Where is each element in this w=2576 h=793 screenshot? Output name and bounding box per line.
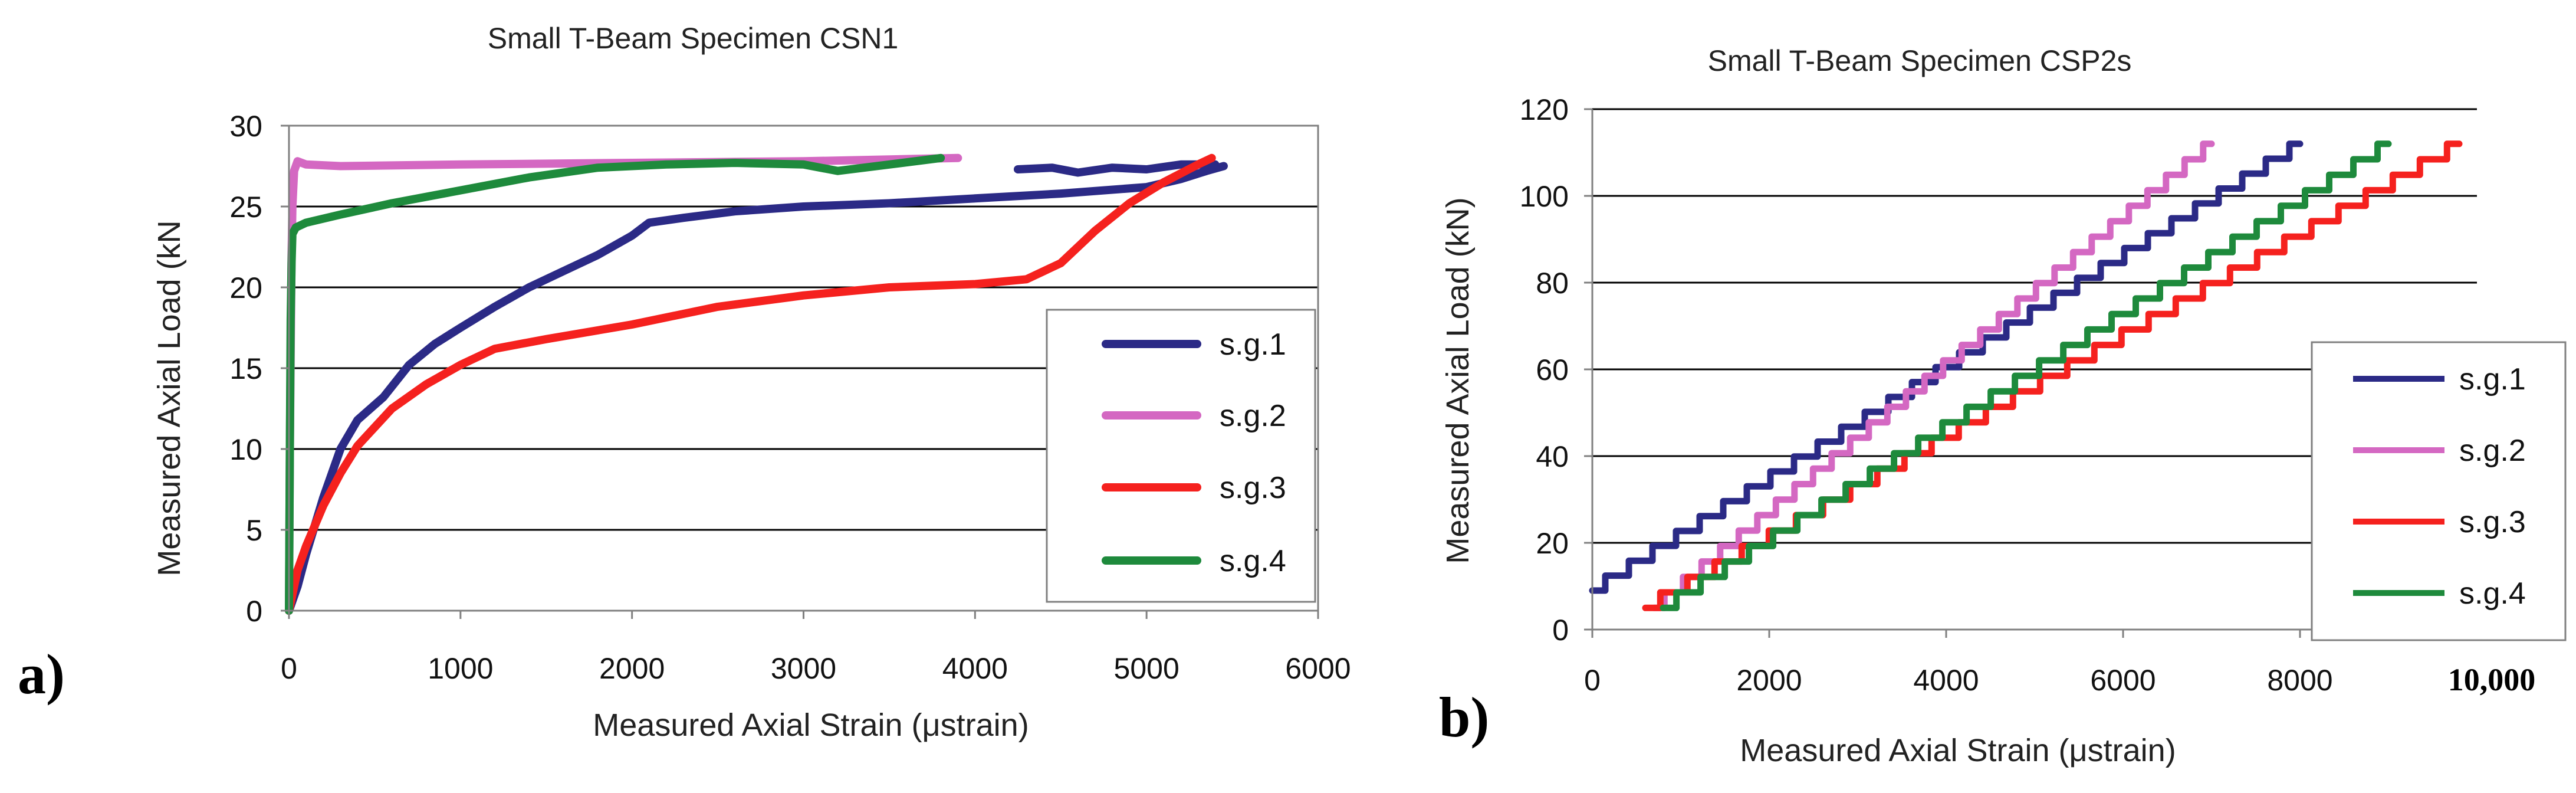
panel-a-y-tick-label: 25: [229, 191, 262, 224]
panel-b-series: [1589, 140, 2463, 611]
panel-a-x-tick-label: 1000: [428, 652, 493, 685]
panel-a-y-axis-label: Measured Axial Load (kN: [152, 220, 187, 576]
panel-a-y-tick-label: 10: [229, 433, 262, 466]
panel-a-x-tick-label: 4000: [942, 652, 1008, 685]
panel-a-x-axis-label: Measured Axial Strain (μstrain): [593, 707, 1029, 743]
panel-a-plot-frame: [289, 124, 1319, 611]
panel-b-y-ticks: 0 20 40 60 80 100 120: [1520, 93, 1592, 647]
panel-a-series: [285, 153, 1228, 615]
panel-b-x-tick-label: 2000: [1736, 664, 1802, 697]
panel-a-x-tick-label: 2000: [599, 652, 665, 685]
panel-a-x-tick-label: 0: [281, 652, 297, 685]
panel-b-legend: s.g.1 s.g.2 s.g.3 s.g.4: [2311, 341, 2567, 641]
panel-b-y-tick-label: 100: [1520, 180, 1569, 213]
panel-a-series-sg3-line: [285, 153, 1216, 615]
panel-a-y-tick-label: 30: [229, 110, 262, 143]
panel-a-legend: s.g.1 s.g.2 s.g.3 s.g.4: [1046, 309, 1316, 603]
panel-b-series-sg4-line: [1660, 140, 2392, 611]
panel-b-x-tick-label: 4000: [1913, 664, 1979, 697]
panel-a-x-tick-label: 6000: [1285, 652, 1351, 685]
panel-b-x-ticks: 0 2000 4000 6000 8000 10,000: [1584, 630, 2535, 697]
panel-a-legend-label-sg2: s.g.2: [1220, 399, 1286, 433]
panel-b-label: b): [1439, 686, 1489, 749]
panel-a-x-ticks: 0 1000 2000 3000 4000 5000 6000: [281, 611, 1351, 685]
panel-b-legend-label-sg4: s.g.4: [2459, 576, 2526, 611]
panel-b-y-tick-label: 60: [1536, 353, 1569, 386]
panel-a-y-ticks: 0 5 10 15 20 25 30: [229, 110, 289, 628]
panel-b-x-tick-label: 0: [1584, 664, 1601, 697]
panel-b-legend-label-sg2: s.g.2: [2459, 434, 2526, 468]
panel-a-legend-label-sg4: s.g.4: [1220, 544, 1286, 578]
panel-a-series-sg1-line: [285, 162, 1228, 615]
panel-b-x-tick-label: 8000: [2267, 664, 2332, 697]
panel-b-chart: Small T-Beam Specimen CSP2s 0 2000 4000 600…: [1439, 44, 2567, 768]
panel-a-series-sg1-line: [1014, 160, 1220, 177]
panel-a-legend-label-sg1: s.g.1: [1220, 327, 1286, 362]
panel-b-x-tick-label: 10,000: [2448, 662, 2536, 697]
panel-a-y-tick-label: 15: [229, 352, 262, 385]
panel-b-series-sg2-line: [1651, 140, 2215, 611]
panel-b-legend-label-sg3: s.g.3: [2459, 505, 2526, 539]
panel-a-legend-box: [1046, 309, 1316, 603]
panel-a-y-tick-label: 20: [229, 271, 262, 304]
panel-a-title: Small T-Beam Specimen CSN1: [488, 22, 899, 55]
panel-b-y-axis-label: Measured Axial Load (kN): [1440, 197, 1476, 563]
panel-a-y-tick-label: 0: [246, 595, 262, 628]
panel-a-x-tick-label: 3000: [771, 652, 836, 685]
panel-a-y-tick-label: 5: [246, 514, 262, 547]
panel-b-legend-label-sg1: s.g.1: [2459, 362, 2526, 396]
panel-a-legend-label-sg3: s.g.3: [1220, 471, 1286, 505]
panel-a-label: a): [18, 643, 65, 706]
panel-a-series-sg4-line: [285, 153, 945, 615]
panel-b-y-tick-label: 20: [1536, 527, 1569, 560]
panel-b-title: Small T-Beam Specimen CSP2s: [1708, 44, 2132, 77]
panel-a-chart: Small T-Beam Specimen CSN1 0 1000 2000 3000…: [18, 22, 1351, 743]
panel-b-y-tick-label: 0: [1552, 614, 1569, 647]
panel-b-y-tick-label: 80: [1536, 267, 1569, 300]
panel-b-x-axis-label: Measured Axial Strain (μstrain): [1740, 733, 2176, 768]
panel-b-x-tick-label: 6000: [2090, 664, 2156, 697]
panel-b-y-tick-label: 40: [1536, 440, 1569, 473]
panel-b-y-tick-label: 120: [1520, 93, 1569, 126]
panel-a-x-tick-label: 5000: [1114, 652, 1179, 685]
